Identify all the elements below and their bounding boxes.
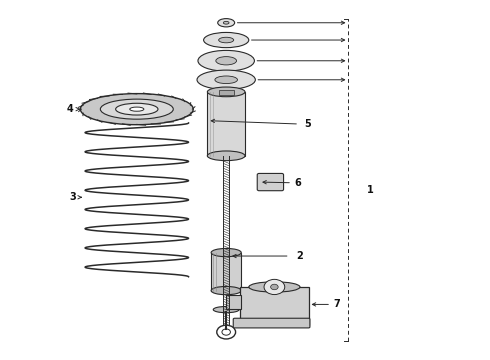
FancyBboxPatch shape	[240, 287, 309, 325]
Ellipse shape	[197, 70, 255, 89]
Ellipse shape	[130, 107, 144, 111]
Ellipse shape	[100, 99, 173, 119]
Circle shape	[264, 279, 285, 294]
Ellipse shape	[219, 37, 234, 43]
Ellipse shape	[80, 94, 193, 125]
Ellipse shape	[218, 19, 235, 27]
Ellipse shape	[204, 32, 249, 48]
Text: 4: 4	[67, 104, 74, 114]
Text: 3: 3	[69, 192, 75, 202]
Text: 6: 6	[294, 178, 301, 188]
Ellipse shape	[213, 306, 239, 313]
FancyBboxPatch shape	[233, 318, 310, 328]
Circle shape	[270, 284, 278, 290]
Ellipse shape	[216, 57, 237, 65]
Ellipse shape	[211, 287, 241, 295]
FancyBboxPatch shape	[257, 174, 284, 191]
Text: 7: 7	[333, 300, 340, 309]
Ellipse shape	[211, 248, 241, 257]
Bar	[211, 253, 241, 291]
Text: 2: 2	[296, 251, 302, 261]
Bar	[219, 90, 234, 95]
Ellipse shape	[249, 282, 300, 292]
Ellipse shape	[207, 87, 245, 97]
Text: 5: 5	[304, 119, 311, 129]
Bar	[207, 92, 245, 156]
Ellipse shape	[215, 76, 238, 84]
Bar	[226, 295, 241, 310]
Ellipse shape	[207, 151, 245, 161]
Text: 1: 1	[368, 185, 374, 195]
Ellipse shape	[223, 21, 229, 24]
Ellipse shape	[198, 50, 254, 71]
Ellipse shape	[116, 103, 158, 115]
